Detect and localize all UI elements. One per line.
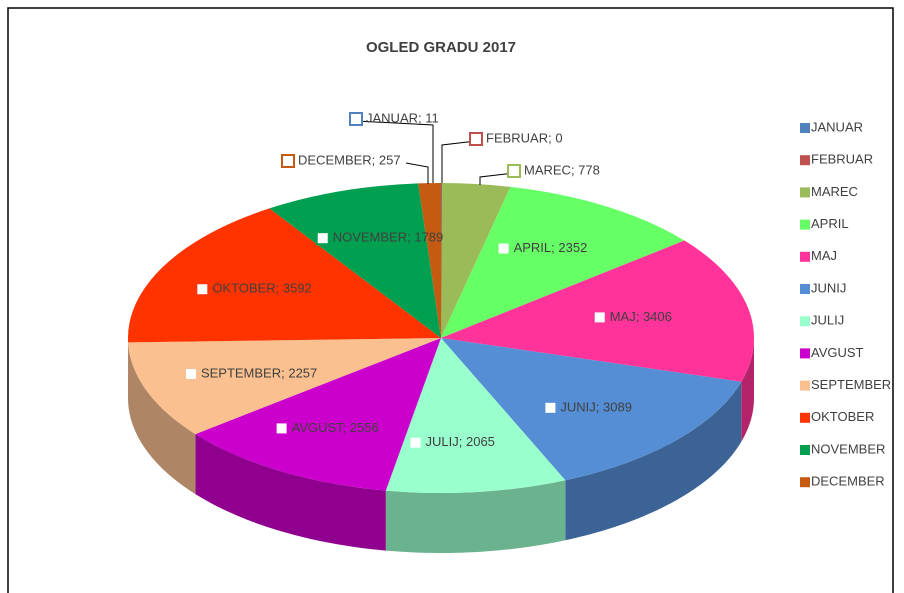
legend-swatch [800, 284, 810, 294]
data-label: MAREC; 778 [524, 162, 600, 177]
label-icon [408, 435, 423, 450]
data-label: APRIL; 2352 [514, 240, 588, 255]
data-label: FEBRUAR; 0 [486, 130, 563, 145]
data-label: JANUAR; 11 [366, 110, 439, 125]
legend-label: MAREC [811, 184, 858, 199]
slice-side [385, 480, 566, 553]
label-icon [274, 421, 289, 436]
legend-label: AVGUST [811, 345, 864, 360]
data-label: DECEMBER; 257 [298, 152, 401, 167]
slice [441, 186, 685, 338]
data-label: OKTOBER; 3592 [212, 281, 311, 296]
label-icon [349, 112, 363, 126]
legend-swatch [800, 380, 810, 391]
legend-label: FEBRUAR [811, 152, 873, 167]
label-icon [496, 241, 511, 256]
legend-swatch [800, 477, 810, 488]
data-label: JUNIJ; 3089 [560, 399, 632, 414]
legend-label: JUNIJ [811, 280, 846, 295]
legend-swatch [800, 187, 810, 198]
legend-label: NOVEMBER [811, 441, 885, 456]
label-icon [469, 132, 483, 146]
legend-swatch [800, 412, 810, 423]
legend-label: OKTOBER [811, 409, 874, 424]
slice [195, 338, 441, 491]
slice [128, 338, 441, 435]
slice-side [565, 381, 742, 541]
leader-line [479, 172, 515, 185]
data-label: MAJ; 3406 [610, 309, 672, 324]
legend-swatch [800, 316, 810, 327]
data-label: JULIJ; 2065 [426, 434, 495, 449]
leader-line [355, 120, 434, 183]
label-icon [543, 400, 558, 415]
legend-label: DECEMBER [811, 474, 885, 489]
label-icon [195, 282, 210, 297]
data-label: SEPTEMBER; 2257 [201, 365, 317, 380]
label-icon [281, 154, 295, 168]
legend-swatch [800, 123, 810, 133]
slice [269, 183, 441, 338]
chart-title: OGLED GRADU 2017 [366, 39, 516, 56]
legend-swatch [800, 219, 810, 230]
legend-label: JANUAR [811, 119, 863, 134]
legend-swatch [800, 348, 810, 359]
label-icon [592, 310, 607, 325]
slice [385, 338, 566, 493]
label-icon [507, 164, 521, 178]
slice-side [128, 342, 196, 495]
data-label: AVGUST; 2556 [292, 420, 379, 435]
slice-side [741, 338, 754, 442]
slice [441, 338, 742, 481]
leader-line [441, 140, 477, 183]
legend-swatch [800, 251, 810, 262]
legend-label: APRIL [811, 216, 849, 231]
slice-side [195, 434, 386, 551]
legend-swatch [800, 155, 810, 166]
legend-label: MAJ [811, 248, 837, 263]
leader-line [405, 162, 429, 184]
legend-label: JULIJ [811, 313, 844, 328]
data-label: NOVEMBER; 1789 [333, 230, 444, 245]
slice [128, 208, 442, 343]
label-icon [183, 366, 198, 381]
slice [441, 183, 511, 338]
legend-swatch [800, 445, 810, 455]
slice [418, 183, 441, 338]
label-icon [315, 231, 330, 246]
legend-label: SEPTEMBER [811, 377, 891, 392]
